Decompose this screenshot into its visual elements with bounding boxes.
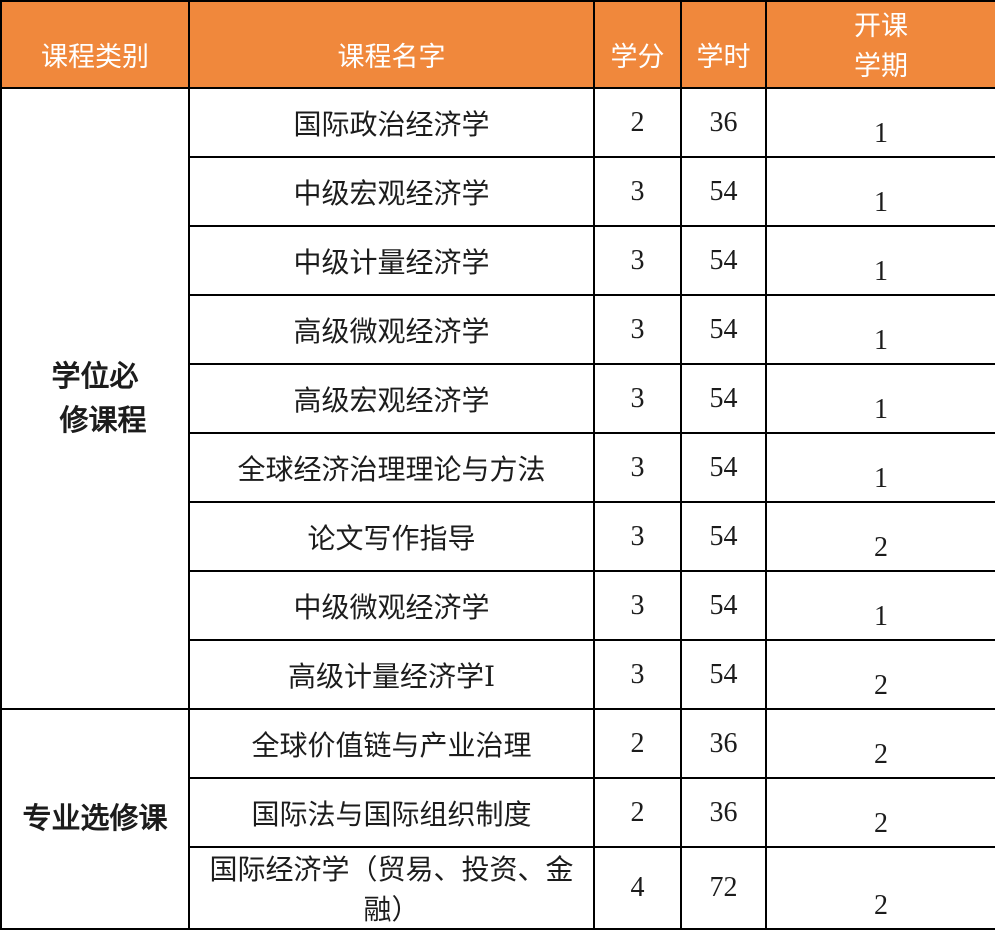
table-row: 中级计量经济学 3 54 1	[1, 225, 995, 296]
category-cell-required: 学位必 修课程	[0, 87, 190, 710]
category-required-line1: 学位必	[51, 360, 139, 393]
course-hours: 54	[680, 570, 767, 641]
course-credits: 3	[593, 225, 682, 296]
course-name: 国际政治经济学	[188, 87, 595, 158]
table-row: 中级微观经济学 3 54 1	[1, 570, 995, 641]
course-semester: 2	[765, 777, 995, 848]
table-row: 全球经济治理理论与方法 3 54 1	[1, 432, 995, 503]
course-name: 国际法与国际组织制度	[188, 777, 595, 848]
course-credits: 3	[593, 570, 682, 641]
table-row: 专业选修课 全球价值链与产业治理 2 36 2	[0, 708, 995, 930]
course-semester: 1	[765, 294, 995, 365]
course-semester: 1	[765, 432, 995, 503]
course-semester: 1	[765, 363, 995, 434]
course-hours: 54	[680, 501, 767, 572]
course-semester: 1	[765, 225, 995, 296]
course-name: 全球经济治理理论与方法	[188, 432, 595, 503]
header-row: 课程类别 课程名字 学分 学时 开课 学期	[0, 0, 995, 89]
course-credits: 2	[593, 87, 682, 158]
table-row: 中级宏观经济学 3 54 1	[1, 156, 995, 227]
course-name: 高级宏观经济学	[188, 363, 595, 434]
course-hours: 54	[680, 156, 767, 227]
course-credits: 3	[593, 639, 682, 710]
header-category: 课程类别	[0, 0, 190, 89]
course-name: 高级计量经济学Ⅰ	[188, 639, 595, 710]
table-row: 国际法与国际组织制度 2 36 2	[1, 777, 995, 848]
course-hours: 54	[680, 363, 767, 434]
course-semester: 2	[765, 846, 995, 930]
table-row: 学位必 修课程 国际政治经济学 2 36 1	[0, 87, 995, 710]
course-credits: 3	[593, 363, 682, 434]
course-credits: 3	[593, 432, 682, 503]
header-semester-line2: 学期	[854, 51, 908, 81]
course-hours: 36	[680, 708, 767, 779]
course-semester: 1	[765, 156, 995, 227]
category-required-line2: 修课程	[59, 404, 147, 437]
table-row: 论文写作指导 3 54 2	[1, 501, 995, 572]
course-hours: 54	[680, 294, 767, 365]
category-elective-label: 专业选修课	[22, 803, 168, 835]
course-semester: 1	[765, 570, 995, 641]
course-hours: 36	[680, 777, 767, 848]
course-name: 全球价值链与产业治理	[188, 708, 595, 779]
header-hours: 学时	[680, 0, 767, 89]
table-row: 高级宏观经济学 3 54 1	[1, 363, 995, 434]
course-credits: 3	[593, 294, 682, 365]
course-semester: 2	[765, 501, 995, 572]
course-hours: 36	[680, 87, 767, 158]
course-semester: 2	[765, 639, 995, 710]
header-credits: 学分	[593, 0, 682, 89]
course-hours: 54	[680, 225, 767, 296]
category-cell-elective: 专业选修课	[0, 708, 190, 930]
course-credits: 4	[593, 846, 682, 930]
course-name: 国际经济学（贸易、投资、金融）	[188, 846, 595, 930]
table-header: 课程类别 课程名字 学分 学时 开课 学期	[0, 0, 995, 89]
table-row: 国际经济学（贸易、投资、金融） 4 72 2	[1, 846, 995, 930]
course-credits: 3	[593, 156, 682, 227]
header-semester: 开课 学期	[765, 0, 995, 89]
course-name: 中级微观经济学	[188, 570, 595, 641]
course-hours: 72	[680, 846, 767, 930]
course-semester: 2	[765, 708, 995, 779]
course-hours: 54	[680, 432, 767, 503]
course-hours: 54	[680, 639, 767, 710]
course-credits: 3	[593, 501, 682, 572]
course-name: 中级宏观经济学	[188, 156, 595, 227]
course-name: 中级计量经济学	[188, 225, 595, 296]
table-body: 学位必 修课程 国际政治经济学 2 36 1 中级宏观经济学 3 54 1 中级…	[0, 87, 995, 930]
course-credits: 2	[593, 777, 682, 848]
header-course-name: 课程名字	[188, 0, 595, 89]
header-semester-line1: 开课	[854, 11, 908, 41]
table-row: 高级计量经济学Ⅰ 3 54 2	[1, 639, 995, 710]
course-semester: 1	[765, 87, 995, 158]
course-name: 高级微观经济学	[188, 294, 595, 365]
course-credits: 2	[593, 708, 682, 779]
course-name: 论文写作指导	[188, 501, 595, 572]
